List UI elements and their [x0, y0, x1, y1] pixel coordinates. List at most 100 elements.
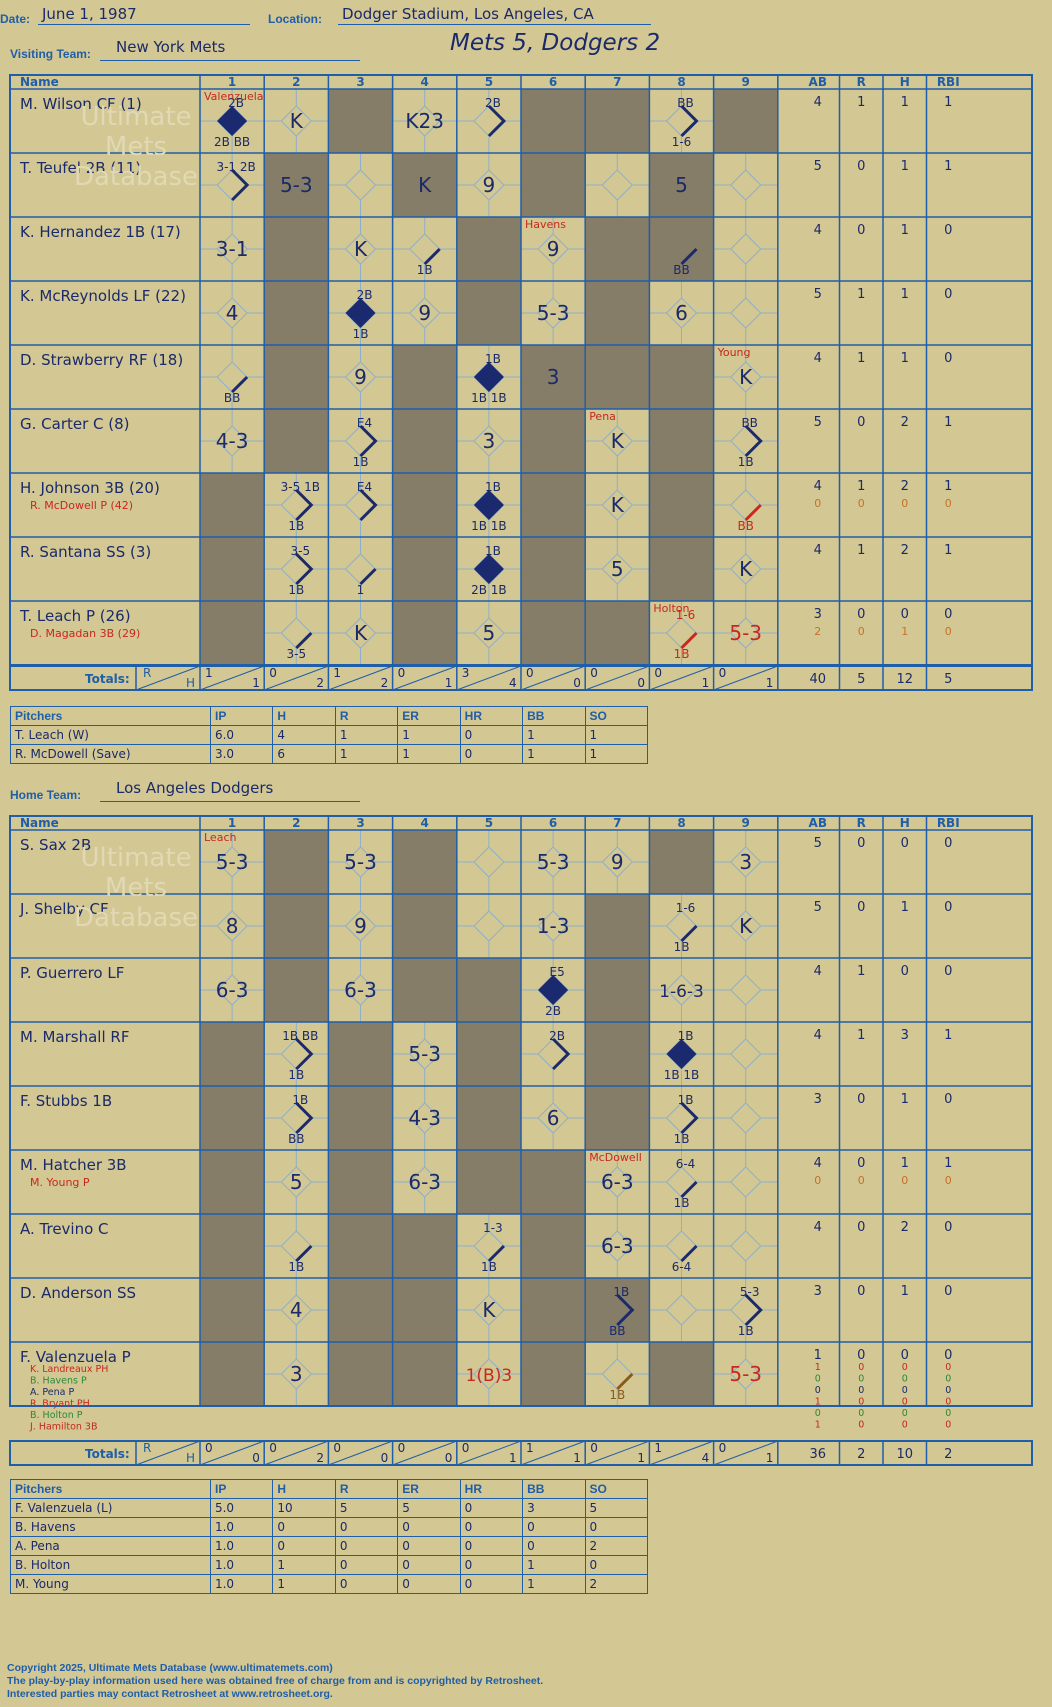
inning-runs: 0	[719, 666, 727, 680]
play-result: 1(B)3	[466, 1366, 513, 1386]
play-result: 5-3	[729, 1362, 762, 1386]
play-result: 5	[675, 173, 688, 197]
game-title: Mets 5, Dodgers 2	[450, 30, 661, 56]
play-result: K	[290, 109, 304, 133]
pitcher-stat: 3.0	[209, 744, 274, 764]
play-note: E4	[357, 416, 372, 430]
play-result: K23	[405, 109, 444, 133]
batter-name: F. Stubbs 1B	[20, 1092, 112, 1110]
copyright: Copyright 2025, Ultimate Mets Database (…	[7, 1662, 333, 1674]
batter-stat: 1	[944, 543, 952, 558]
inning-hits: 4	[702, 1451, 710, 1465]
inning-runs: 0	[462, 1441, 470, 1455]
pitcher-stat: 6.0	[209, 725, 274, 745]
batter-stat: 0	[857, 836, 865, 851]
batter-stat: 1	[901, 159, 909, 174]
inning-runs: 0	[398, 1441, 406, 1455]
batter-stat: 0	[944, 1220, 952, 1235]
play-note: 2B	[549, 1029, 565, 1043]
home-label: Home Team:	[10, 788, 82, 802]
play-result: 1-3	[537, 914, 570, 938]
pitcher-stat: 0	[272, 1536, 336, 1556]
sub-stat: 0	[858, 1408, 864, 1419]
batter-stat: 0	[944, 1348, 952, 1363]
play-note: 1B	[613, 1285, 629, 1299]
batter-stat: 4	[814, 964, 822, 979]
play-result: 6-3	[216, 978, 249, 1002]
play-note: 1	[357, 583, 365, 597]
pitcher-stat: 1	[584, 744, 649, 764]
batter-stat: 3	[814, 607, 822, 622]
play-result: 3	[290, 1362, 303, 1386]
inning-runs: 1	[654, 1441, 662, 1455]
pitcher-stat: R	[334, 706, 399, 726]
header-inning-9: 9	[742, 816, 750, 830]
play-note: BB	[741, 416, 757, 430]
batter-name: S. Sax 2B	[20, 836, 91, 854]
play-note: 2B	[228, 96, 244, 110]
pitcher-stat: 1	[272, 1574, 336, 1594]
pitcher-name: M. Young	[10, 1574, 211, 1594]
batter-stat: 1	[857, 95, 865, 110]
pitcher-name: Pitchers	[10, 1479, 211, 1499]
sub-stat: 0	[815, 1374, 821, 1385]
play-note: 3-1 2B	[216, 160, 255, 174]
pitcher-stat: 0	[459, 1536, 524, 1556]
batter-stat: 3	[814, 1284, 822, 1299]
inning-hits: 1	[766, 676, 774, 690]
game-date: June 1, 1987	[42, 5, 137, 23]
pitcher-stat: 5	[584, 1498, 649, 1518]
pitcher-change: Valenzuela	[204, 90, 264, 103]
batter-stat: 0	[944, 1092, 952, 1107]
pitcher-stat: 0	[272, 1517, 336, 1537]
play-note: 1B	[674, 940, 690, 954]
play-note: 3-5 1B	[281, 480, 320, 494]
inning-hits: 0	[252, 1451, 260, 1465]
watermark: Database	[74, 903, 198, 933]
pitcher-stat: SO	[584, 706, 649, 726]
batter-name: M. Hatcher 3B	[20, 1156, 127, 1174]
batter-stat: 1	[857, 351, 865, 366]
batter-stat: 0	[944, 607, 952, 622]
play-result: 5	[611, 557, 624, 581]
header-name: Name	[20, 75, 59, 89]
pitcher-stat: 1.0	[209, 1536, 274, 1556]
pitcher-name: A. Pena	[10, 1536, 211, 1556]
batter-name: R. Santana SS (3)	[20, 543, 151, 561]
play-note: 1B	[674, 647, 690, 661]
header-inning-3: 3	[356, 75, 364, 89]
batter-stat: 0	[901, 607, 909, 622]
totals-label: Totals:	[85, 1447, 130, 1461]
batter-stat: 5	[814, 287, 822, 302]
header-inning-5: 5	[485, 75, 493, 89]
play-result: 6	[547, 1106, 560, 1130]
play-note: 1-6	[676, 901, 696, 915]
play-result: K	[418, 173, 432, 197]
play-note: 1B	[485, 352, 501, 366]
batter-stat: 1	[857, 543, 865, 558]
pitcher-name: T. Leach (W)	[10, 725, 211, 745]
watermark: Mets	[105, 132, 167, 162]
pitcher-row: A. Pena 1.0 0 0 0 0 0 2	[10, 1536, 649, 1556]
visiting-team: New York Mets	[116, 38, 226, 56]
play-result: 5-3	[216, 850, 249, 874]
total-stat: 2	[944, 1447, 952, 1462]
inning-hits: 0	[637, 676, 645, 690]
play-note: 1B	[674, 1196, 690, 1210]
batter-name: G. Carter C (8)	[20, 415, 130, 433]
batter-stat: 1	[857, 964, 865, 979]
pitcher-stat: H	[272, 1479, 336, 1499]
batter-stat: 0	[857, 223, 865, 238]
sub-stat: 0	[902, 1420, 908, 1431]
inning-hits: 2	[381, 676, 389, 690]
batter-stat: 1	[901, 223, 909, 238]
pitcher-stat: 0	[522, 1517, 586, 1537]
pitcher-stat: IP	[209, 1479, 274, 1499]
total-stat: 40	[809, 672, 826, 687]
pitcher-stat: ER	[397, 706, 461, 726]
batter-stat: 1	[901, 351, 909, 366]
batter-stat: 2	[901, 415, 909, 430]
pitcher-stat: R	[334, 1479, 399, 1499]
pitcher-stat: 0	[459, 1555, 524, 1575]
pitcher-stat: 0	[334, 1517, 399, 1537]
